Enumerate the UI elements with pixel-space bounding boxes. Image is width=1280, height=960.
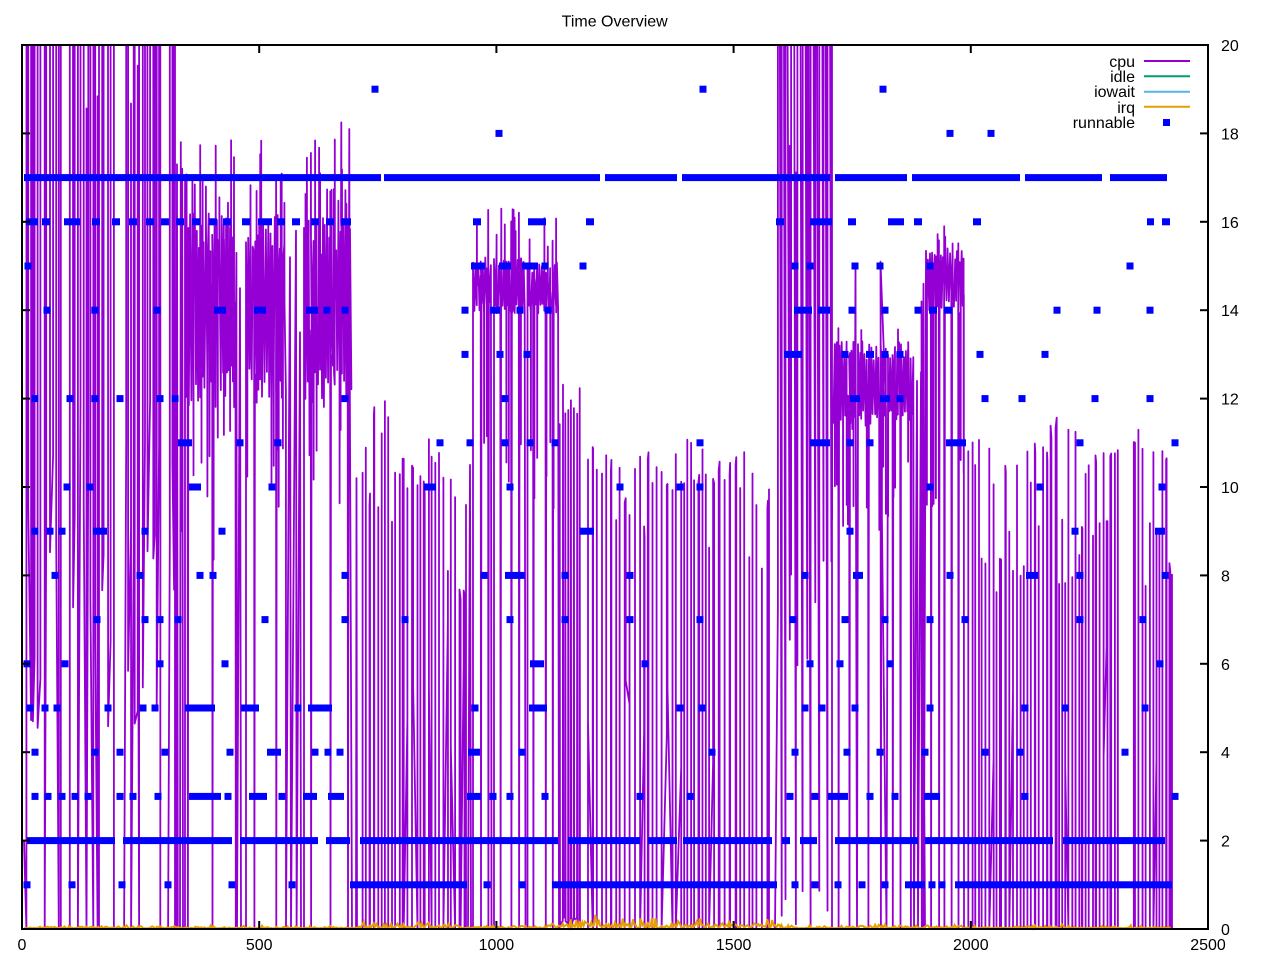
- svg-text:2: 2: [1221, 834, 1230, 851]
- svg-text:2000: 2000: [953, 937, 989, 954]
- svg-text:1000: 1000: [479, 937, 515, 954]
- svg-text:runnable: runnable: [1073, 115, 1135, 132]
- svg-text:12: 12: [1221, 392, 1239, 409]
- svg-text:18: 18: [1221, 126, 1239, 143]
- svg-text:irq: irq: [1117, 100, 1135, 117]
- svg-text:0: 0: [1221, 922, 1230, 939]
- svg-text:500: 500: [246, 937, 273, 954]
- svg-text:iowait: iowait: [1094, 84, 1135, 101]
- svg-text:6: 6: [1221, 657, 1230, 674]
- svg-text:cpu: cpu: [1109, 54, 1135, 71]
- svg-text:20: 20: [1221, 38, 1239, 55]
- svg-text:idle: idle: [1110, 69, 1135, 86]
- svg-text:0: 0: [18, 937, 27, 954]
- svg-text:Time Overview: Time Overview: [562, 13, 669, 30]
- svg-text:14: 14: [1221, 303, 1239, 320]
- svg-text:1500: 1500: [716, 937, 752, 954]
- svg-text:4: 4: [1221, 745, 1230, 762]
- svg-text:10: 10: [1221, 480, 1239, 497]
- svg-text:2500: 2500: [1190, 937, 1226, 954]
- svg-text:16: 16: [1221, 215, 1239, 232]
- svg-text:8: 8: [1221, 568, 1230, 585]
